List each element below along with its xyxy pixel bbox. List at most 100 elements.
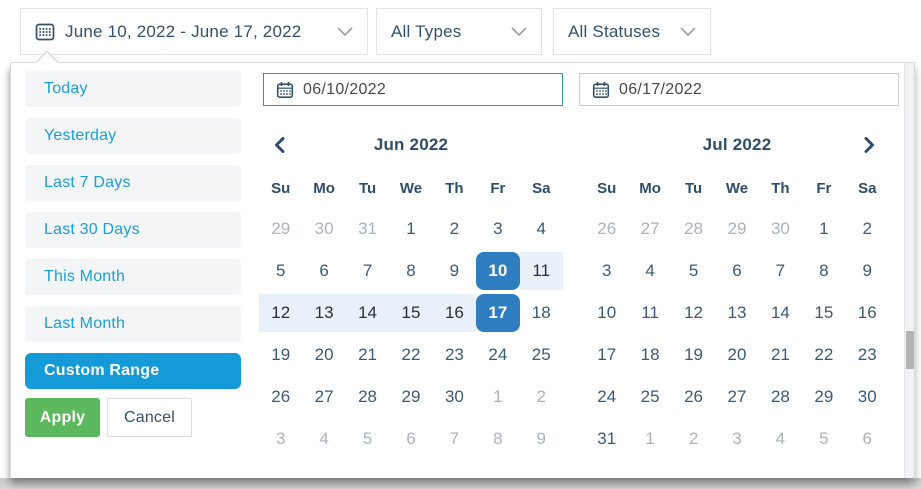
- day-cell[interactable]: 17: [597, 345, 617, 364]
- day-cell[interactable]: 4: [536, 219, 546, 238]
- preset-last-30-days[interactable]: Last 30 Days: [25, 212, 241, 248]
- day-cell[interactable]: 11: [519, 252, 563, 290]
- day-cell[interactable]: 3: [275, 429, 286, 448]
- day-cell[interactable]: 18: [640, 345, 660, 364]
- day-cell[interactable]: 23: [444, 345, 464, 364]
- day-cell[interactable]: 2: [449, 219, 460, 238]
- day-cell[interactable]: 3: [732, 429, 742, 448]
- day-cell[interactable]: 5: [275, 261, 286, 280]
- day-cell[interactable]: 16: [432, 294, 477, 332]
- day-cell[interactable]: 1: [406, 219, 416, 238]
- day-cell[interactable]: 12: [259, 294, 303, 332]
- day-cell[interactable]: 5: [819, 429, 829, 448]
- day-cell[interactable]: 18: [531, 303, 551, 322]
- day-cell[interactable]: 13: [302, 294, 346, 332]
- day-cell[interactable]: 8: [493, 429, 503, 448]
- day-cell[interactable]: 30: [770, 219, 790, 238]
- day-cell[interactable]: 2: [862, 219, 872, 238]
- day-cell[interactable]: 29: [271, 219, 291, 238]
- day-cell[interactable]: 7: [449, 429, 460, 448]
- preset-custom-range[interactable]: Custom Range: [25, 353, 241, 389]
- day-cell[interactable]: 15: [389, 294, 433, 332]
- day-cell[interactable]: 12: [684, 303, 704, 322]
- day-cell[interactable]: 7: [775, 261, 786, 280]
- day-cell[interactable]: 14: [345, 294, 390, 332]
- day-cell[interactable]: 7: [362, 261, 373, 280]
- day-cell[interactable]: 30: [444, 387, 464, 406]
- day-cell[interactable]: 9: [449, 261, 460, 280]
- prev-month-button[interactable]: [266, 133, 292, 157]
- day-cell[interactable]: 6: [732, 261, 742, 280]
- preset-today[interactable]: Today: [25, 71, 241, 107]
- day-cell[interactable]: 9: [862, 261, 872, 280]
- day-cell[interactable]: 21: [358, 345, 378, 364]
- day-cell[interactable]: 4: [645, 261, 655, 280]
- day-cell[interactable]: 1: [819, 219, 829, 238]
- day-cell[interactable]: 29: [401, 387, 421, 406]
- day-cell[interactable]: 19: [271, 345, 291, 364]
- day-cell[interactable]: 1: [493, 387, 503, 406]
- day-cell[interactable]: 11: [641, 303, 659, 322]
- day-cell[interactable]: 13: [727, 303, 747, 322]
- apply-button[interactable]: Apply: [25, 398, 100, 437]
- day-cell[interactable]: 27: [640, 219, 660, 238]
- preset-last-7-days[interactable]: Last 7 Days: [25, 165, 241, 201]
- day-cell[interactable]: 6: [862, 429, 872, 448]
- next-month-button[interactable]: [856, 133, 882, 157]
- day-cell[interactable]: 3: [601, 261, 612, 280]
- day-cell[interactable]: 5: [362, 429, 373, 448]
- preset-last-month[interactable]: Last Month: [25, 306, 241, 342]
- day-cell[interactable]: 27: [314, 387, 334, 406]
- day-cell[interactable]: 30: [314, 219, 334, 238]
- day-cell[interactable]: 21: [770, 345, 790, 364]
- types-dropdown[interactable]: All Types: [376, 8, 542, 55]
- day-cell[interactable]: 23: [857, 345, 877, 364]
- day-cell[interactable]: 1: [645, 429, 655, 448]
- vertical-scrollbar[interactable]: [904, 63, 914, 478]
- day-cell[interactable]: 26: [597, 219, 617, 238]
- day-cell[interactable]: 3: [493, 219, 503, 238]
- day-cell[interactable]: 9: [536, 429, 546, 448]
- day-cell[interactable]: 30: [857, 387, 877, 406]
- day-cell[interactable]: 29: [727, 219, 747, 238]
- day-cell[interactable]: 8: [406, 261, 416, 280]
- day-cell[interactable]: 16: [857, 303, 877, 322]
- day-cell-selected[interactable]: 17: [476, 294, 520, 332]
- day-cell[interactable]: 27: [727, 387, 747, 406]
- day-cell[interactable]: 4: [319, 429, 329, 448]
- day-cell[interactable]: 26: [271, 387, 291, 406]
- day-cell[interactable]: 20: [727, 345, 747, 364]
- day-cell[interactable]: 24: [488, 345, 508, 364]
- day-cell[interactable]: 6: [406, 429, 416, 448]
- day-cell[interactable]: 31: [358, 219, 378, 238]
- day-cell[interactable]: 24: [597, 387, 617, 406]
- day-cell[interactable]: 29: [814, 387, 834, 406]
- day-cell[interactable]: 28: [770, 387, 790, 406]
- day-cell[interactable]: 14: [770, 303, 790, 322]
- day-cell[interactable]: 10: [597, 303, 617, 322]
- day-cell[interactable]: 26: [684, 387, 704, 406]
- day-cell[interactable]: 15: [814, 303, 834, 322]
- day-cell[interactable]: 31: [597, 429, 617, 448]
- start-date-input[interactable]: 06/10/2022: [263, 73, 563, 106]
- date-range-dropdown[interactable]: June 10, 2022 - June 17, 2022: [20, 8, 368, 55]
- day-cell[interactable]: 22: [401, 345, 421, 364]
- day-cell[interactable]: 25: [531, 345, 551, 364]
- day-cell[interactable]: 8: [819, 261, 829, 280]
- day-cell-selected[interactable]: 10: [476, 252, 520, 290]
- preset-this-month[interactable]: This Month: [25, 259, 241, 295]
- day-cell[interactable]: 28: [684, 219, 704, 238]
- day-cell[interactable]: 5: [688, 261, 699, 280]
- day-cell[interactable]: 22: [814, 345, 834, 364]
- day-cell[interactable]: 2: [688, 429, 699, 448]
- preset-yesterday[interactable]: Yesterday: [25, 118, 241, 154]
- day-cell[interactable]: 19: [684, 345, 704, 364]
- day-cell[interactable]: 25: [640, 387, 660, 406]
- statuses-dropdown[interactable]: All Statuses: [553, 8, 711, 55]
- day-cell[interactable]: 4: [775, 429, 786, 448]
- day-cell[interactable]: 6: [319, 261, 329, 280]
- day-cell[interactable]: 20: [314, 345, 334, 364]
- scrollbar-thumb[interactable]: [906, 331, 914, 369]
- day-cell[interactable]: 28: [358, 387, 378, 406]
- day-cell[interactable]: 2: [536, 387, 546, 406]
